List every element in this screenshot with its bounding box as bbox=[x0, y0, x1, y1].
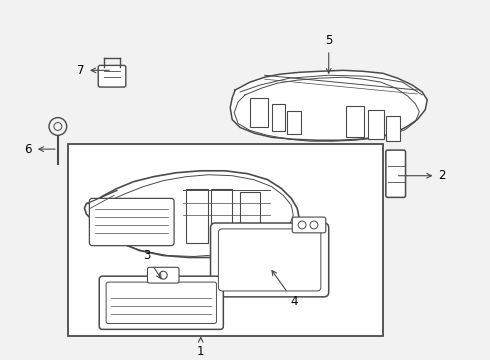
Text: 6: 6 bbox=[24, 143, 55, 156]
FancyBboxPatch shape bbox=[292, 217, 326, 233]
Text: 5: 5 bbox=[325, 34, 332, 73]
Bar bbox=[240, 193, 260, 240]
Polygon shape bbox=[84, 171, 299, 257]
Bar bbox=[368, 110, 384, 139]
Text: 4: 4 bbox=[272, 271, 298, 308]
Text: 7: 7 bbox=[77, 64, 109, 77]
FancyBboxPatch shape bbox=[89, 198, 174, 246]
Bar bbox=[250, 98, 268, 127]
FancyBboxPatch shape bbox=[386, 150, 406, 197]
Bar bbox=[68, 144, 383, 336]
FancyBboxPatch shape bbox=[147, 267, 179, 283]
Text: 2: 2 bbox=[398, 169, 446, 182]
Text: 3: 3 bbox=[143, 249, 161, 279]
Bar bbox=[271, 104, 285, 131]
Bar bbox=[211, 189, 232, 243]
Bar bbox=[346, 106, 364, 137]
FancyBboxPatch shape bbox=[99, 276, 223, 329]
Bar bbox=[386, 116, 400, 141]
Bar bbox=[287, 111, 301, 134]
FancyBboxPatch shape bbox=[98, 66, 126, 87]
Bar bbox=[186, 189, 208, 243]
FancyBboxPatch shape bbox=[211, 223, 329, 297]
FancyBboxPatch shape bbox=[219, 229, 321, 291]
Polygon shape bbox=[230, 70, 427, 140]
FancyBboxPatch shape bbox=[106, 282, 217, 323]
Text: 1: 1 bbox=[197, 338, 204, 357]
